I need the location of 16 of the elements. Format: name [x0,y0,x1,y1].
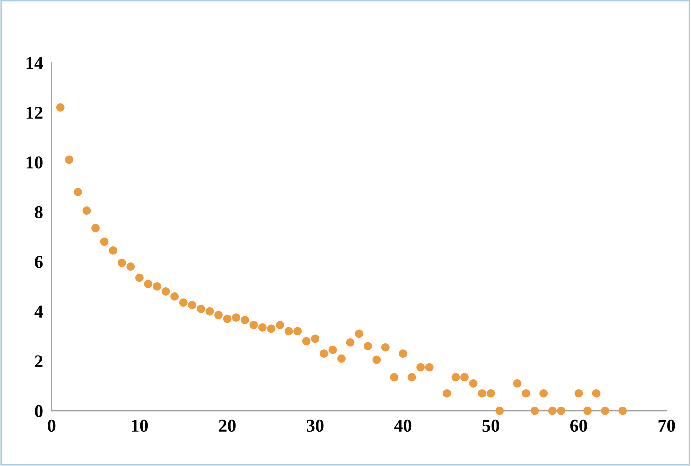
x-tick-label: 0 [48,420,56,432]
y-tick-label: 8 [35,206,43,219]
y-tick-label: 6 [35,256,43,268]
y-tick-label: 4 [34,306,44,318]
y-tick-label: 10 [26,156,43,169]
x-tick-label: 40 [394,420,412,432]
y-tick-label: 12 [26,106,43,119]
y-tick-label: 2 [35,356,43,368]
y-tick-label: 14 [26,57,44,70]
x-tick-label: 20 [219,420,236,432]
x-tick-label: 70 [658,420,676,432]
x-tick-label: 60 [570,420,588,432]
x-tick-label: 10 [132,420,148,432]
x-tick-label: 30 [307,420,324,432]
x-tick-label: 50 [482,420,500,432]
y-tick-label: 0 [35,405,43,418]
